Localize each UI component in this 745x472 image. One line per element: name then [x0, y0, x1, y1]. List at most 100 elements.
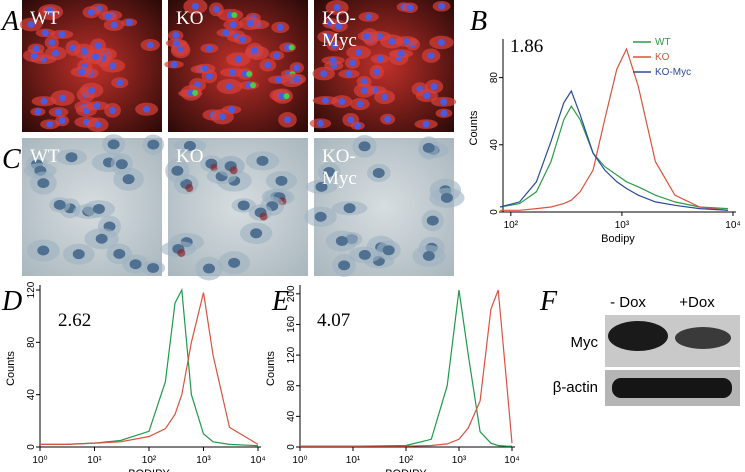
stain [283, 93, 290, 100]
nucleus [276, 23, 284, 31]
nucleus [225, 82, 233, 90]
nucleus [41, 29, 49, 37]
nucleus [48, 38, 56, 46]
nucleus [147, 262, 160, 273]
nucleus [222, 29, 230, 37]
legend-label: KO [655, 52, 670, 63]
nucleus [438, 2, 446, 10]
nucleus [37, 178, 50, 189]
nucleus [237, 200, 250, 211]
image-label: KO- [322, 8, 356, 29]
nucleus [381, 93, 389, 101]
nucleus [427, 52, 435, 60]
x-tick-label: 10³ [196, 455, 211, 466]
nucleus [250, 228, 263, 239]
nucleus [212, 5, 220, 13]
nucleus [347, 116, 355, 124]
nucleus [104, 12, 112, 20]
histogram-line [500, 47, 728, 211]
nucleus [372, 167, 385, 178]
annotation: 4.07 [317, 310, 350, 331]
nucleus [46, 120, 54, 128]
nucleus [397, 50, 405, 58]
nucleus [335, 22, 343, 30]
nucleus [116, 79, 124, 87]
nucleus [314, 211, 327, 222]
nucleus [107, 139, 120, 150]
nucleus [92, 203, 105, 214]
band [612, 378, 732, 398]
nucleus [406, 4, 414, 12]
nucleus [171, 165, 184, 176]
nucleus [92, 53, 100, 61]
nucleus [373, 68, 381, 76]
nucleus [323, 33, 331, 41]
histogram-line [40, 292, 259, 445]
nucleus [78, 68, 86, 76]
nucleus [95, 233, 108, 244]
annotation: 1.86 [510, 36, 543, 57]
x-tick-label: 10² [399, 455, 414, 466]
nucleus [94, 42, 102, 50]
legend-label: WT [655, 37, 671, 48]
nucleus [52, 49, 60, 57]
nucleus [333, 4, 341, 12]
nucleus [205, 44, 213, 52]
y-tick-label: 40 [26, 389, 37, 401]
nucleus [388, 37, 396, 45]
nucleus [323, 166, 336, 177]
nucleus [58, 30, 66, 38]
x-axis-label: BODIPY [385, 468, 427, 472]
stain [288, 44, 295, 51]
y-tick-label: 120 [26, 281, 37, 298]
nucleus [358, 249, 371, 260]
y-axis-label: Counts [265, 351, 277, 386]
y-tick-label: 0 [489, 209, 500, 215]
y-tick-label: 0 [26, 444, 37, 450]
row-label: Myc [571, 334, 599, 351]
y-tick-label: 80 [26, 336, 37, 348]
panel-label: A [0, 6, 20, 37]
histogram-line [499, 89, 728, 211]
nucleus [129, 259, 142, 270]
nucleus [320, 70, 328, 78]
image-label: KO [176, 146, 203, 167]
panel-label: F [539, 286, 558, 317]
nucleus [274, 76, 282, 84]
nucleus [53, 199, 66, 210]
x-tick-label: 10¹ [87, 455, 102, 466]
y-tick-label: 160 [286, 316, 297, 333]
image-label: KO [176, 8, 203, 29]
nucleus [322, 96, 330, 104]
nucleus [284, 116, 292, 124]
nucleus [438, 38, 446, 46]
nucleus [358, 141, 371, 152]
nucleus [183, 140, 196, 151]
nucleus [422, 120, 430, 128]
nucleus [423, 92, 431, 100]
y-axis-label: Counts [468, 110, 480, 145]
nucleus [338, 98, 346, 106]
nucleus [440, 109, 448, 117]
column-label: - Dox [610, 294, 646, 311]
y-tick-label: 80 [489, 72, 500, 84]
x-axis-label: BODIPY [128, 468, 170, 472]
nucleus [27, 21, 35, 29]
nucleus [72, 249, 85, 260]
nucleus [40, 97, 48, 105]
nucleus [218, 113, 226, 121]
y-tick-label: 80 [286, 380, 297, 392]
nucleus [329, 56, 337, 64]
nucleus [335, 236, 348, 247]
y-tick-label: 0 [286, 444, 297, 450]
nucleus [34, 108, 42, 116]
band [608, 321, 668, 351]
nucleus [360, 86, 368, 94]
stain [250, 82, 257, 89]
panel-label: C [2, 144, 21, 175]
nucleus [59, 94, 67, 102]
nucleus [330, 41, 338, 49]
x-tick-label: 10⁴ [250, 455, 265, 466]
